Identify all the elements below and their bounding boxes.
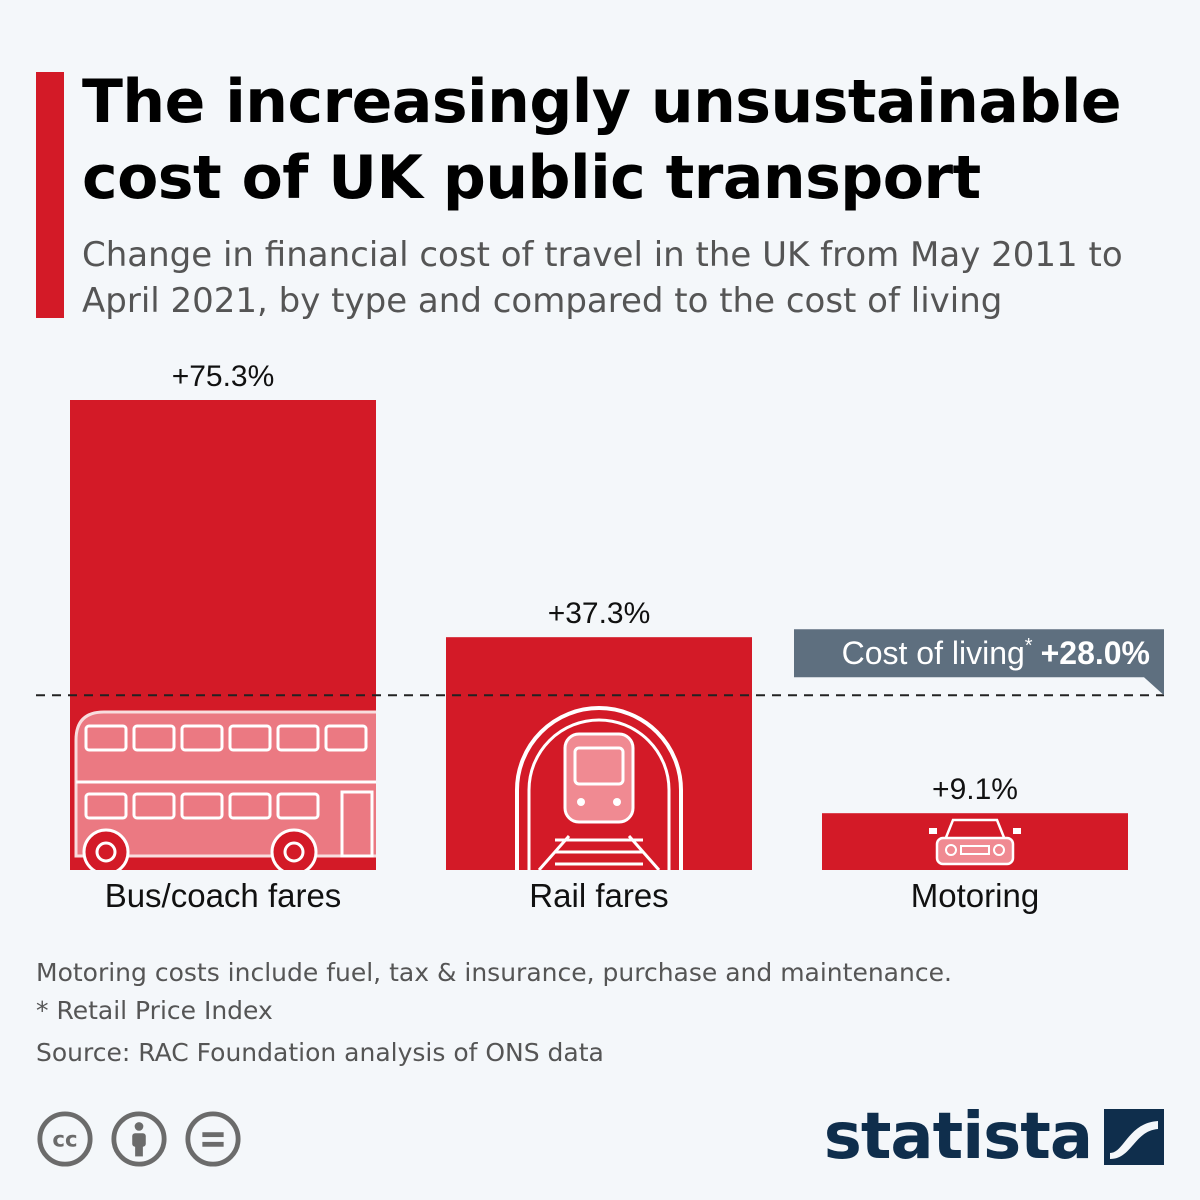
chart-notes: Motoring costs include fuel, tax & insur… [36,954,952,1072]
attribution-icon[interactable] [110,1110,168,1168]
cost-of-living-value: +28.0% [1041,635,1150,671]
data-label-motoring: +9.1% [932,773,1018,806]
data-label-rail-fares: +37.3% [548,597,651,630]
data-label-bus-coach-fares: +75.3% [172,360,275,393]
bar-chart: +75.3% Bus/coach fares +37.3% Rail fares +9.… [36,360,1164,914]
statista-wordmark: statista [823,1100,1093,1174]
license-icons: cc [36,1110,242,1168]
title-accent-bar [36,72,64,318]
statista-mark-icon [1104,1109,1164,1165]
cost-of-living-label-text: Cost of living [842,635,1025,671]
cost-of-living-badge [794,629,1164,696]
train-tunnel-icon [515,706,683,870]
motoring-note: Motoring costs include fuel, tax & insur… [36,958,952,987]
svg-text:cc: cc [52,1128,77,1153]
car-icon [929,818,1021,866]
category-label-rail-fares: Rail fares [529,877,668,914]
rpi-footnote: * Retail Price Index [36,996,273,1025]
double-decker-bus-icon [74,710,376,870]
chart-title: The increasingly unsustainable cost of U… [82,67,1122,213]
statista-logo[interactable]: statista [824,1100,1164,1174]
category-label-bus-coach-fares: Bus/coach fares [105,877,342,914]
category-label-motoring: Motoring [911,877,1039,914]
source-note: Source: RAC Foundation analysis of ONS d… [36,1038,604,1067]
chart-subtitle: Change in financial cost of travel in th… [82,235,1123,321]
cc-icon[interactable]: cc [36,1110,94,1168]
no-derivatives-icon[interactable] [184,1110,242,1168]
cost-of-living-footnote-marker: * [1025,635,1033,657]
cost-of-living-label: Cost of living* +28.0% [842,635,1150,671]
